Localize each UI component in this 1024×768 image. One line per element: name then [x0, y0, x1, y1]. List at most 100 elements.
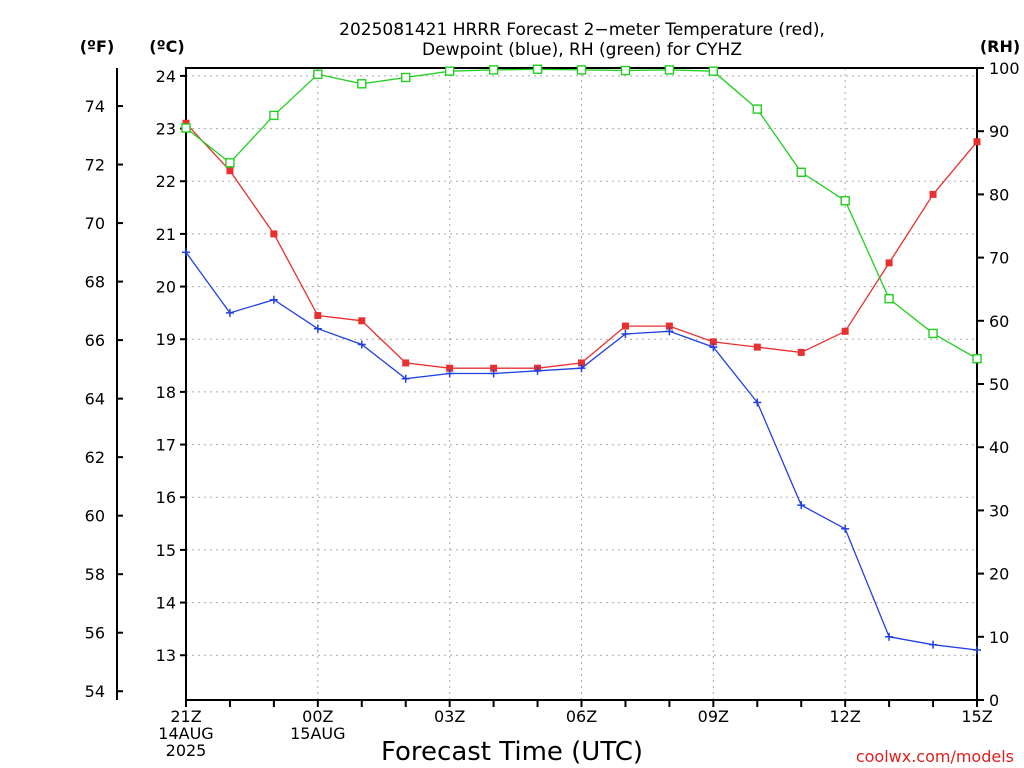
- dewpoint-point: [621, 329, 630, 338]
- celsius-tick-label: 19: [156, 330, 176, 349]
- rh-point: [928, 328, 938, 339]
- fahrenheit-tick-label: 56: [85, 624, 105, 643]
- rh-point: [444, 66, 455, 76]
- rh-point: [620, 65, 631, 76]
- celsius-tick-label: 16: [156, 488, 176, 507]
- fahrenheit-axis-unit: (ºF): [80, 37, 115, 56]
- dewpoint-point: [709, 343, 718, 352]
- rh-tick-label: 30: [989, 501, 1009, 520]
- fahrenheit-tick-label: 72: [85, 156, 105, 175]
- fahrenheit-tick-label: 68: [85, 273, 105, 292]
- fahrenheit-tick-label: 66: [85, 331, 105, 350]
- temperature-point: [621, 322, 629, 330]
- plot-frame: [185, 67, 978, 701]
- celsius-tick-label: 13: [156, 646, 176, 665]
- rh-point: [752, 104, 762, 114]
- x-tick-label: 15AUG: [290, 724, 345, 743]
- celsius-tick-label: 15: [156, 541, 176, 560]
- rh-tick-label: 60: [989, 312, 1009, 331]
- temperature-line: [185, 122, 978, 369]
- credit-text: coolwx.com/models: [856, 747, 1014, 766]
- dewpoint-point: [489, 369, 498, 378]
- celsius-tick-label: 23: [156, 120, 176, 139]
- celsius-tick-label: 20: [156, 278, 176, 297]
- temperature-point: [402, 359, 410, 367]
- rh-tick-label: 90: [989, 122, 1009, 141]
- rh-point: [225, 158, 235, 168]
- temperature-point: [885, 259, 893, 267]
- temperature-point: [665, 322, 673, 330]
- dewpoint-point: [313, 324, 322, 333]
- temperature-point: [446, 364, 454, 372]
- dewpoint-point: [577, 364, 586, 373]
- celsius-tick-label: 22: [156, 172, 176, 191]
- x-tick-label: 2025: [166, 741, 207, 760]
- rh-point: [972, 354, 982, 364]
- celsius-tick-label: 14: [156, 594, 176, 613]
- dewpoint-point: [665, 327, 674, 336]
- dewpoint-point: [533, 366, 542, 375]
- rh-tick-label: 70: [989, 249, 1009, 268]
- temperature-point: [182, 119, 190, 127]
- temperature-point: [226, 167, 234, 175]
- rh-point: [532, 64, 543, 74]
- fahrenheit-tick-label: 60: [85, 507, 105, 526]
- x-tick-label: 09Z: [698, 707, 729, 726]
- rh-tick-label: 80: [989, 185, 1009, 204]
- celsius-tick-label: 24: [156, 67, 176, 86]
- x-tick-label: 03Z: [434, 707, 465, 726]
- grid: [185, 68, 978, 700]
- rh-tick-label: 0: [989, 691, 999, 710]
- dewpoint-point: [973, 645, 981, 654]
- fahrenheit-tick-label: 74: [85, 97, 105, 116]
- rh-point: [708, 66, 719, 76]
- temperature-point: [270, 230, 278, 238]
- temperature-point: [490, 364, 498, 372]
- dewpoint-point: [225, 308, 234, 317]
- x-tick-label: 15Z: [961, 707, 992, 726]
- dewpoint-point: [929, 640, 938, 649]
- dewpoint-point: [357, 340, 366, 349]
- rh-point: [357, 79, 367, 89]
- fahrenheit-tick-label: 58: [85, 565, 105, 584]
- dewpoint-point: [797, 501, 806, 510]
- dewpoint-point: [753, 398, 762, 407]
- chart-title-line1: 2025081421 HRRR Forecast 2−meter Tempera…: [339, 20, 825, 40]
- temperature-point: [709, 338, 717, 346]
- dewpoint-point: [841, 524, 850, 533]
- fahrenheit-tick-label: 54: [85, 682, 105, 701]
- axes: 54 56 58 60 62 64 66 68 70 72 74 13 14 15 16 17 18 19 20 21…: [85, 59, 1020, 760]
- rh-point: [664, 65, 675, 75]
- temperature-point: [797, 348, 805, 356]
- rh-tick-label: 20: [989, 565, 1009, 584]
- temperature-point: [841, 327, 849, 335]
- rh-point: [576, 65, 587, 75]
- series: [181, 64, 982, 654]
- fahrenheit-tick-label: 64: [85, 390, 105, 409]
- celsius-axis-unit: (ºC): [149, 37, 184, 56]
- rh-tick-label: 100: [989, 59, 1020, 78]
- x-tick-label: 21Z: [170, 707, 201, 726]
- rh-axis-unit: (RH): [980, 37, 1020, 56]
- celsius-tick-label: 21: [156, 225, 176, 244]
- rh-point: [313, 69, 323, 80]
- dewpoint-point: [445, 369, 454, 378]
- rh-point: [840, 196, 850, 206]
- dewpoint-point: [269, 295, 278, 304]
- rh-point: [401, 72, 411, 83]
- celsius-tick-label: 17: [156, 436, 176, 455]
- rh-point: [884, 293, 894, 304]
- dewpoint-point: [182, 248, 190, 257]
- rh-tick-label: 10: [989, 628, 1009, 647]
- dewpoint-point: [401, 374, 410, 383]
- chart-title-line2: Dewpoint (blue), RH (green) for CYHZ: [422, 40, 742, 60]
- temperature-point: [929, 190, 937, 198]
- x-tick-label: 12Z: [830, 707, 861, 726]
- rh-point: [269, 110, 279, 121]
- x-tick-label: 14AUG: [158, 724, 213, 743]
- temperature-point: [973, 138, 981, 146]
- x-tick-label: 00Z: [302, 707, 333, 726]
- celsius-tick-label: 18: [156, 383, 176, 402]
- temperature-point: [314, 312, 322, 320]
